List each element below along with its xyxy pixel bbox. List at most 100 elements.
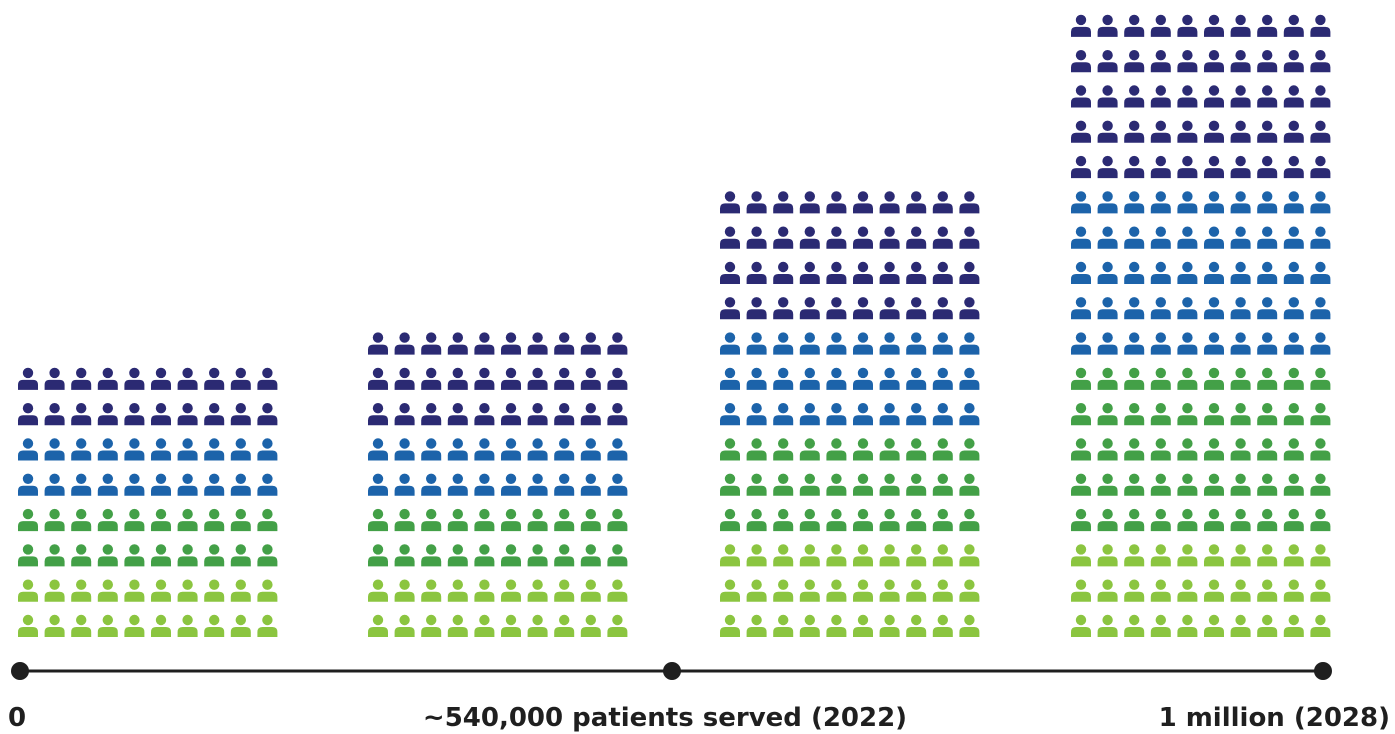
person-icon	[826, 614, 847, 637]
person-icon	[1150, 332, 1171, 355]
person-icon	[204, 544, 225, 567]
person-icon	[1150, 50, 1171, 73]
person-icon	[879, 544, 900, 567]
person-icon	[580, 508, 601, 532]
person-icon	[1177, 226, 1198, 249]
person-icon	[554, 579, 575, 602]
timeline-labels: 0 ~540,000 patients served (2022) 1 mill…	[8, 703, 1390, 733]
person-icon	[124, 438, 145, 461]
person-icon	[1071, 297, 1091, 320]
person-icon	[773, 579, 794, 602]
person-icon	[1150, 297, 1171, 320]
person-icon	[474, 473, 495, 496]
person-icon	[720, 508, 740, 532]
person-icon	[799, 544, 820, 567]
person-icon	[44, 579, 65, 602]
person-icon	[773, 438, 794, 461]
person-icon	[580, 544, 601, 567]
person-icon	[554, 367, 575, 390]
person-icon	[257, 544, 278, 567]
person-icon	[1071, 120, 1091, 143]
person-icon	[906, 579, 927, 602]
person-icon	[720, 191, 740, 214]
person-icon	[1310, 544, 1331, 567]
person-icon	[799, 403, 820, 426]
person-icon	[97, 403, 118, 426]
person-icon	[1257, 508, 1278, 532]
person-icon	[1071, 508, 1091, 532]
person-icon	[1150, 85, 1171, 108]
person-icon	[1124, 120, 1145, 143]
person-icon	[1230, 403, 1251, 426]
person-icon	[1097, 367, 1118, 390]
person-icon	[1310, 438, 1331, 461]
person-icon	[1204, 367, 1224, 390]
person-icon	[580, 403, 601, 426]
person-icon	[18, 473, 38, 496]
person-icon	[1230, 85, 1251, 108]
person-icon	[1177, 614, 1198, 637]
person-icon	[773, 403, 794, 426]
person-icon	[204, 367, 225, 390]
person-icon	[368, 579, 388, 602]
person-icon	[746, 261, 767, 284]
person-icon	[853, 579, 873, 602]
person-icon	[1310, 403, 1331, 426]
person-icon	[71, 403, 92, 426]
person-icon	[394, 332, 415, 355]
person-icon	[447, 579, 468, 602]
person-icon	[474, 508, 495, 532]
icon-columns	[18, 14, 1331, 637]
person-icon	[799, 367, 820, 390]
person-icon	[773, 226, 794, 249]
person-icon	[1204, 508, 1224, 532]
person-icon	[826, 544, 847, 567]
person-icon	[853, 544, 873, 567]
person-icon	[959, 261, 980, 284]
person-icon	[959, 508, 980, 532]
person-icon	[906, 544, 927, 567]
person-icon	[853, 473, 873, 496]
person-icon	[554, 614, 575, 637]
person-icon	[906, 473, 927, 496]
person-icon	[826, 508, 847, 532]
person-icon	[447, 614, 468, 637]
person-icon	[580, 367, 601, 390]
person-icon	[1177, 261, 1198, 284]
person-icon	[826, 403, 847, 426]
person-icon	[368, 367, 388, 390]
person-icon	[853, 226, 873, 249]
person-icon	[1177, 579, 1198, 602]
person-icon	[1071, 261, 1091, 284]
person-icon	[826, 367, 847, 390]
person-icon	[906, 614, 927, 637]
person-icon	[746, 544, 767, 567]
person-icon	[607, 473, 628, 496]
person-icon	[124, 544, 145, 567]
person-icon	[799, 261, 820, 284]
person-icon	[421, 438, 442, 461]
person-icon	[1071, 403, 1091, 426]
person-icon	[1124, 544, 1145, 567]
person-icon	[1230, 438, 1251, 461]
person-icon	[394, 367, 415, 390]
person-icon	[773, 191, 794, 214]
person-icon	[1124, 85, 1145, 108]
person-icon	[1204, 473, 1224, 496]
person-icon	[257, 438, 278, 461]
person-icon	[204, 473, 225, 496]
person-icon	[1257, 403, 1278, 426]
person-icon	[1310, 226, 1331, 249]
person-icon	[1310, 191, 1331, 214]
person-icon	[959, 438, 980, 461]
person-icon	[1310, 297, 1331, 320]
person-icon	[501, 438, 521, 461]
person-icon	[799, 297, 820, 320]
person-icon	[421, 367, 442, 390]
person-icon	[1283, 85, 1304, 108]
person-icon	[720, 332, 740, 355]
person-icon	[826, 579, 847, 602]
person-icon	[746, 297, 767, 320]
person-icon	[1310, 50, 1331, 73]
person-icon	[447, 332, 468, 355]
